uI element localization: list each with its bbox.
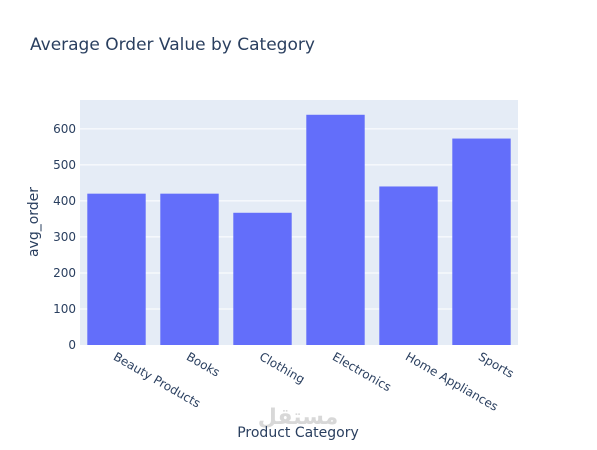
y-tick-label: 0 <box>68 338 76 352</box>
bar-home-appliances <box>379 186 438 345</box>
bars <box>87 114 511 345</box>
y-tick-label: 200 <box>53 266 76 280</box>
bar-books <box>160 193 219 345</box>
x-tick-label: Books <box>184 349 222 379</box>
x-tick-label: Clothing <box>257 349 307 386</box>
y-tick-label: 100 <box>53 302 76 316</box>
y-tick-label: 600 <box>53 122 76 136</box>
x-axis-title: Product Category <box>237 425 359 441</box>
bar-sports <box>452 138 511 345</box>
y-axis-title: avg_order <box>26 187 42 257</box>
bar-beauty-products <box>87 193 146 345</box>
gridlines <box>80 128 518 310</box>
x-tick-label: Sports <box>476 349 516 380</box>
y-tick-label: 500 <box>53 158 76 172</box>
chart-title: Average Order Value by Category <box>30 35 315 55</box>
plot-area <box>80 100 518 345</box>
y-tick-label: 300 <box>53 230 76 244</box>
y-tick-label: 400 <box>53 194 76 208</box>
y-axis-ticks: 0 100 200 300 400 500 600 <box>53 122 76 352</box>
x-tick-label: Electronics <box>330 349 394 394</box>
watermark-logo: مستقل <box>258 405 338 430</box>
bar-electronics <box>306 114 365 345</box>
bar-clothing <box>233 212 292 345</box>
